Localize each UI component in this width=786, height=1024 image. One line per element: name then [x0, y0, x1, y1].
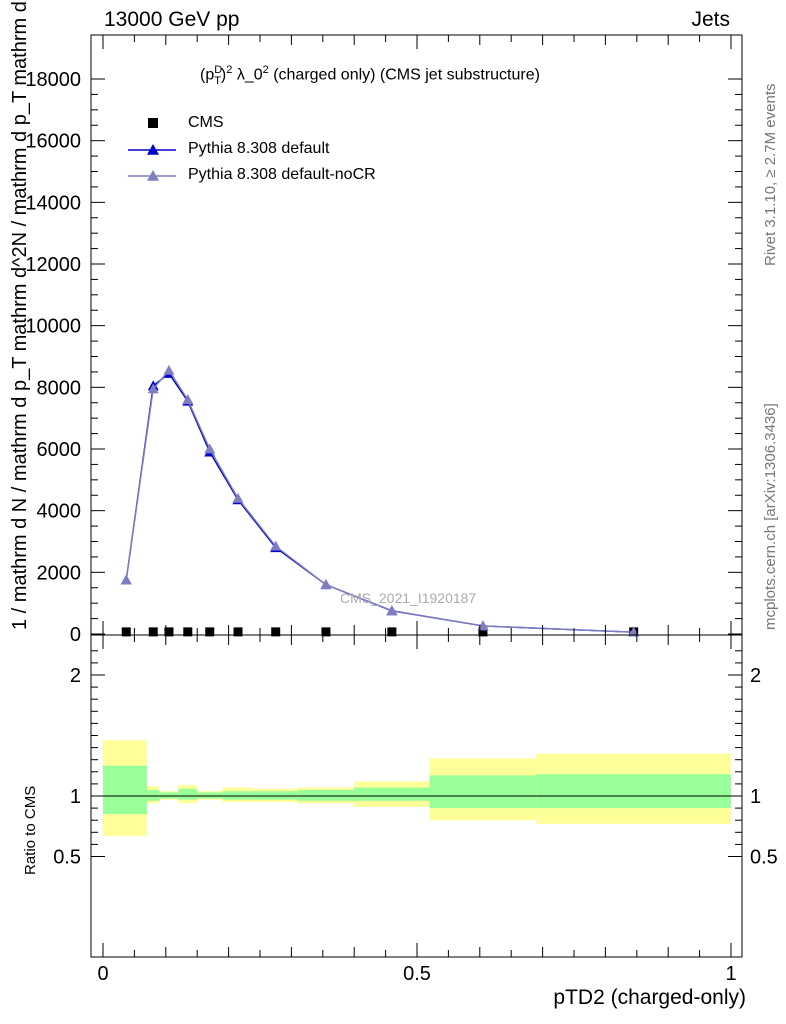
- main-ytick-label-9: 18000: [25, 69, 81, 91]
- main-ytick-label-7: 14000: [25, 192, 81, 214]
- header-left-label: 13000 GeV pp: [104, 8, 240, 31]
- series-2-point-1: [147, 383, 159, 394]
- legend-label-pythia-nocr: Pythia 8.308 default-noCR: [188, 166, 376, 183]
- x-axis-label: pTD2 (charged-only): [553, 986, 746, 1009]
- ratio-inner-band-1: [146, 789, 160, 801]
- cms-point-3: [183, 627, 193, 637]
- main-ytick-label-8: 16000: [25, 131, 81, 153]
- analysis-watermark: CMS_2021_I1920187: [340, 590, 477, 606]
- ratio-inner-band-0: [103, 765, 147, 815]
- ratio-inner-band-7: [297, 789, 355, 801]
- series-2-point-5: [232, 492, 244, 503]
- cms-point-4: [205, 627, 215, 637]
- ratio-inner-band-5: [222, 791, 254, 800]
- legend-label-pythia-default: Pythia 8.308 default: [188, 140, 330, 157]
- ratio-inner-band-9: [429, 775, 537, 809]
- plot-title: (pDT)2 λ_02 (charged only) (CMS jet subs…: [200, 64, 540, 87]
- ratio-ytick-label-1: 1: [70, 786, 81, 808]
- series-2-point-0: [120, 574, 132, 585]
- legend-marker-pythia-nocr: [147, 170, 159, 181]
- cms-point-0: [121, 627, 131, 637]
- cms-point-9: [478, 627, 488, 637]
- series-2-point-8: [386, 605, 398, 615]
- ratio-inner-band-2: [159, 792, 179, 799]
- main-ytick-label-4: 8000: [37, 377, 82, 399]
- main-y-axis-label: 1 / mathrm d N / mathrm d p_T mathrm d^2…: [9, 0, 31, 630]
- legend: [128, 118, 176, 181]
- legend-marker-cms: [148, 118, 158, 128]
- ratio-inner-band-10: [536, 774, 731, 809]
- header-right-label: Jets: [691, 8, 730, 31]
- cms-point-8: [387, 627, 397, 637]
- series-2-point-2: [163, 364, 175, 375]
- cms-point-1: [148, 627, 158, 637]
- ratio-ytick-label-right-2: 2: [750, 665, 761, 687]
- ratio-ytick-label-2: 2: [70, 665, 81, 687]
- series-2-point-3: [182, 394, 194, 405]
- ratio-y-axis-label: Ratio to CMS: [22, 785, 39, 875]
- series-2-point-7: [320, 579, 332, 590]
- main-ytick-label-3: 6000: [37, 439, 82, 461]
- ratio-ytick-label-0: 0.5: [53, 847, 81, 869]
- series-2-point-6: [270, 540, 282, 551]
- main-series: [120, 364, 640, 637]
- ratio-inner-band-3: [178, 788, 198, 800]
- ratio-ytick-label-right-1: 1: [750, 786, 761, 808]
- cms-point-5: [233, 627, 243, 637]
- main-ytick-label-6: 12000: [25, 254, 81, 276]
- cms-point-6: [271, 627, 281, 637]
- series-2-point-4: [204, 443, 216, 454]
- xtick-label-2: 1: [725, 963, 736, 985]
- legend-label-cms: CMS: [188, 114, 224, 131]
- axis-ticks: 0 2000 4000 6000 8000 10000 12000 14000 16000 180…: [25, 35, 778, 985]
- cms-point-7: [321, 627, 331, 637]
- legend-marker-pythia-default: [147, 144, 159, 155]
- ratio-ytick-label-right-0: 0.5: [750, 847, 778, 869]
- main-ytick-label-1: 2000: [37, 562, 82, 584]
- ratio-inner-band-6: [253, 791, 298, 800]
- ratio-inner-band-8: [354, 787, 430, 801]
- ratio-inner-band-4: [197, 792, 223, 799]
- xtick-label-0: 0: [97, 963, 108, 985]
- cms-point-2: [164, 627, 174, 637]
- xtick-label-1: 0.5: [403, 963, 431, 985]
- main-ytick-label-5: 10000: [25, 316, 81, 338]
- ratio-bands: [103, 740, 731, 836]
- main-ytick-label-2: 4000: [37, 501, 82, 523]
- main-ytick-label-0: 0: [70, 624, 81, 646]
